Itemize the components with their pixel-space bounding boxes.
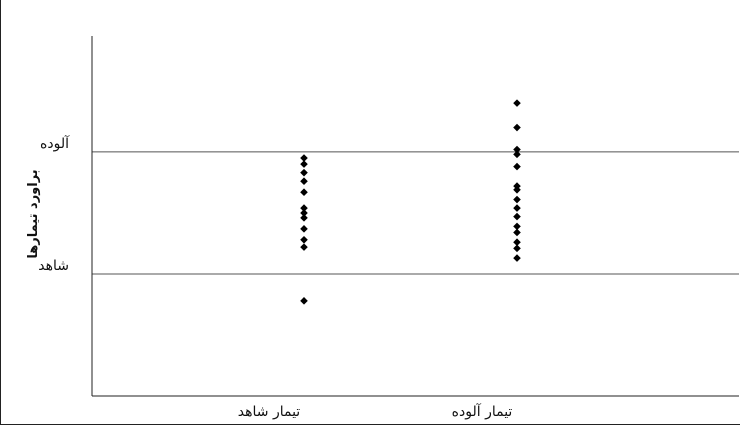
data-point-0-4 [300, 188, 308, 197]
data-point-0-2 [300, 168, 308, 177]
data-point-0-9 [300, 235, 308, 244]
data-point-0-8 [300, 225, 308, 233]
data-point-0-11 [300, 297, 308, 305]
x-tick-label-0: تیمار شاهد [238, 404, 301, 420]
x-tick-label-1: تیمار آلوده [452, 403, 513, 420]
y-tick-labels: آلوده شاهد [38, 135, 70, 274]
data-points [300, 99, 521, 305]
data-point-0-1 [300, 160, 308, 168]
data-point-1-11 [513, 228, 521, 237]
reference-lines [92, 151, 739, 275]
data-point-1-2 [513, 145, 521, 154]
data-point-0-10 [300, 243, 308, 251]
data-point-1-12 [513, 238, 521, 247]
x-tick-labels: تیمار شاهد تیمار آلوده [238, 403, 513, 420]
data-point-1-4 [513, 162, 521, 171]
data-point-0-7 [300, 214, 308, 222]
data-point-1-0 [513, 99, 521, 107]
data-point-0-3 [300, 177, 308, 186]
data-point-1-7 [513, 195, 521, 204]
data-point-0-5 [300, 204, 308, 212]
y-tick-label-1: شاهد [38, 258, 69, 274]
y-axis-label: براورد تیمارها [26, 169, 41, 258]
data-point-1-9 [513, 212, 521, 221]
data-point-0-6 [300, 209, 308, 217]
data-point-1-1 [513, 123, 521, 132]
data-point-0-0 [300, 154, 308, 162]
data-point-1-14 [513, 254, 521, 262]
data-point-1-6 [513, 185, 521, 194]
data-point-1-10 [513, 222, 521, 231]
data-point-1-8 [513, 204, 521, 212]
data-point-1-3 [513, 150, 521, 159]
data-point-1-13 [513, 244, 521, 253]
y-tick-label-0: آلوده [40, 135, 70, 152]
